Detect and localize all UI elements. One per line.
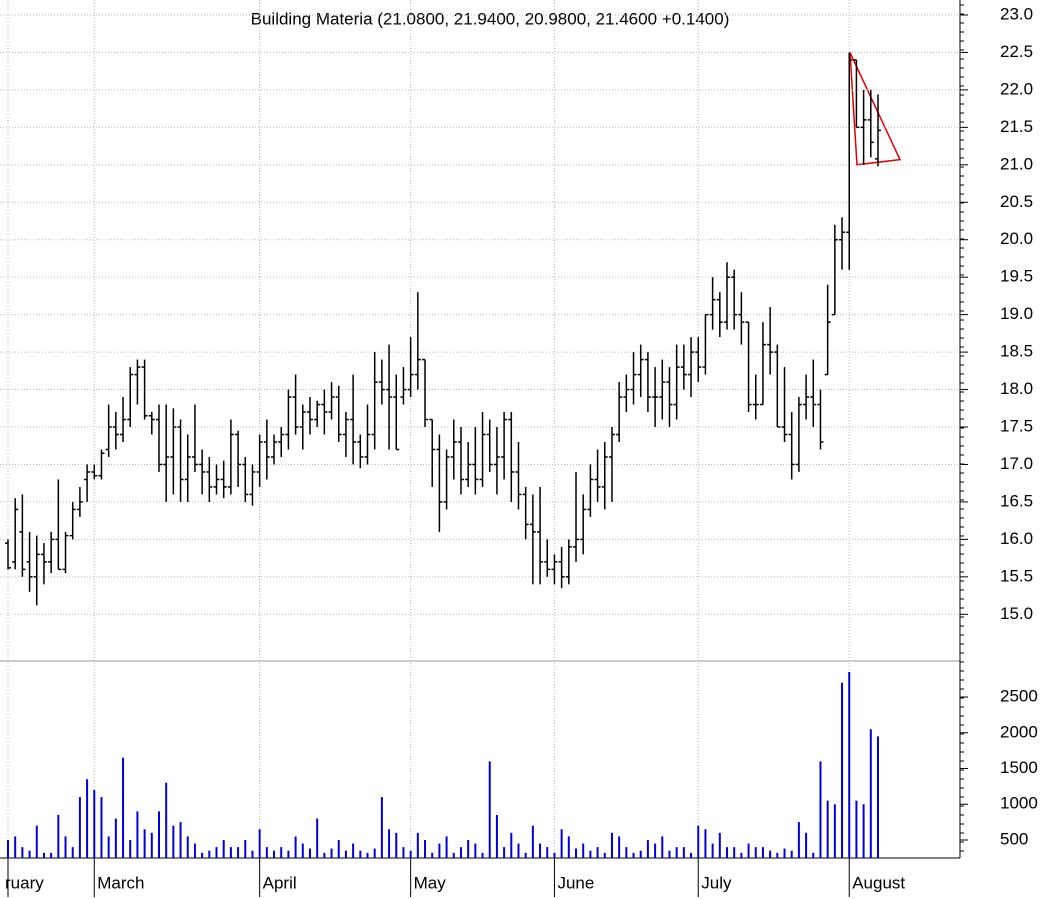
x-tick-label: July [701,873,732,892]
triangle-drawing [849,52,902,166]
y-tick-label: 16.0 [1000,529,1033,548]
volume-tick-label: 2500 [1000,687,1038,706]
volume-tick-label: 2000 [1000,722,1038,741]
y-tick-label: 17.5 [1000,416,1033,435]
y-tick-label: 19.0 [1000,304,1033,323]
y-tick-label: 23.0 [1000,4,1033,23]
y-tick-label: 20.5 [1000,192,1033,211]
y-tick-label: 21.0 [1000,154,1033,173]
x-tick-label: June [557,873,594,892]
volume-tick-label: 1000 [1000,794,1038,813]
y-tick-label: 15.5 [1000,566,1033,585]
x-tick-label: May [414,873,447,892]
x-tick-label: March [97,873,144,892]
volume-tick-label: 1500 [1000,758,1038,777]
y-tick-label: 18.5 [1000,342,1033,361]
y-tick-label: 18.0 [1000,379,1033,398]
y-tick-label: 15.0 [1000,604,1033,623]
y-tick-label: 22.5 [1000,42,1033,61]
y-tick-label: 19.5 [1000,267,1033,286]
y-tick-label: 20.0 [1000,229,1033,248]
y-tick-label: 17.0 [1000,454,1033,473]
volume-tick-label: 500 [1000,829,1028,848]
y-tick-label: 16.5 [1000,491,1033,510]
x-tick-label: ruary [5,873,44,892]
chart-title: Building Materia (21.0800, 21.9400, 20.9… [251,9,730,28]
x-tick-label: August [852,873,905,892]
y-tick-label: 22.0 [1000,79,1033,98]
x-tick-label: April [263,873,297,892]
y-tick-label: 21.5 [1000,117,1033,136]
